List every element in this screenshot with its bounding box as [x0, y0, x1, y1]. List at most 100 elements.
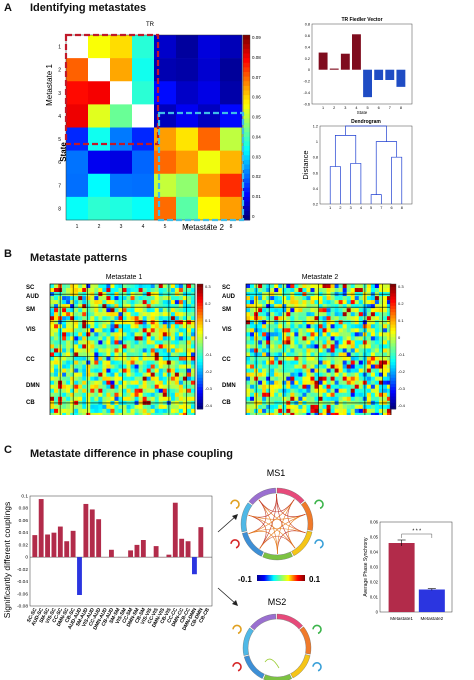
pattern-cell	[50, 388, 55, 393]
pattern-cell	[306, 300, 311, 305]
pattern-cell	[86, 404, 91, 410]
fiedler-title: TR Fiedler Vector	[341, 17, 382, 23]
pattern-cell	[86, 324, 91, 329]
pattern-cell	[174, 320, 180, 325]
pattern-cell	[62, 332, 67, 337]
pattern-cell	[378, 312, 384, 317]
pattern-cell	[314, 356, 319, 361]
pattern-cell	[366, 372, 372, 377]
pattern-cell	[98, 332, 103, 337]
pattern-cell	[154, 296, 159, 301]
pattern-cell	[318, 344, 323, 349]
pattern-cell	[342, 360, 347, 365]
network-label-right: AUD	[222, 294, 236, 300]
pattern-cell	[298, 320, 303, 325]
pattern-cell	[102, 300, 107, 305]
pattern-cell	[354, 364, 359, 369]
pattern-cell	[330, 372, 335, 377]
avg-ytick: 0.03	[370, 565, 379, 570]
pattern-cell	[274, 380, 279, 385]
pattern-cell	[150, 296, 155, 301]
pattern-cell	[102, 308, 107, 313]
pattern-cell	[278, 332, 283, 337]
pattern-cell	[142, 404, 147, 410]
pattern-cell	[246, 372, 251, 377]
pattern-cell	[378, 288, 384, 293]
pattern-cell	[346, 376, 351, 381]
metastate1-box	[64, 33, 160, 146]
pattern-cell	[258, 304, 263, 309]
pattern-cell	[274, 332, 279, 337]
pattern-cell	[358, 360, 364, 365]
pattern-cell	[306, 372, 311, 377]
pattern-cell	[354, 360, 359, 365]
pattern-cell	[146, 376, 151, 381]
pattern-cell	[298, 388, 303, 393]
pattern-cell	[350, 296, 355, 301]
pattern-cell	[138, 304, 143, 309]
pattern-cell	[90, 288, 95, 293]
pattern-cell	[106, 368, 111, 373]
pattern-cell	[382, 360, 388, 365]
pattern-cell	[346, 408, 351, 414]
metastate1-label: Metastate 1	[45, 64, 54, 106]
pattern-cell	[302, 356, 307, 361]
pattern-cell	[358, 356, 364, 361]
pattern-cell	[102, 360, 107, 365]
pattern-cell	[302, 368, 307, 373]
pattern-cell	[354, 344, 359, 349]
pattern-cell	[146, 340, 151, 345]
pattern-cell	[158, 312, 163, 317]
pattern-cell	[310, 404, 315, 410]
pattern-cell	[330, 288, 335, 293]
metastate2-box	[157, 111, 245, 222]
pattern-cell	[302, 412, 307, 415]
pattern-cell	[334, 404, 339, 410]
pattern-cell	[298, 412, 303, 415]
ring-segment	[243, 655, 265, 679]
pattern-cell	[378, 324, 384, 329]
pattern-cell	[382, 312, 388, 317]
pattern-cell	[258, 332, 263, 337]
pattern-cell	[350, 396, 355, 402]
coupling-bar	[172, 502, 178, 558]
pattern-cell	[170, 312, 176, 317]
pattern-cell	[366, 300, 372, 305]
pattern-cell	[286, 296, 291, 301]
panel-b-title: Metastate patterns	[30, 252, 128, 264]
pattern-cell	[154, 336, 159, 341]
pattern-cell	[306, 308, 311, 313]
pattern-cell	[98, 312, 103, 317]
pattern-cell	[274, 296, 279, 301]
pattern-cell	[302, 312, 307, 317]
pattern-cell	[310, 396, 315, 402]
pattern-cell	[186, 288, 192, 293]
pattern-cell	[134, 352, 139, 357]
pattern-cell	[266, 340, 271, 345]
pattern-cell	[290, 320, 295, 325]
pattern-cell	[122, 352, 127, 357]
pattern-cell	[286, 320, 291, 325]
pattern-cell	[154, 316, 159, 321]
pattern-cell	[150, 344, 155, 349]
pattern-cell	[122, 288, 127, 293]
pattern-cell	[110, 320, 115, 325]
pattern-cell	[250, 296, 255, 301]
pattern-cell	[106, 372, 111, 377]
pattern-cell	[330, 392, 335, 397]
pattern-cell	[174, 412, 180, 415]
pattern-cell	[70, 332, 75, 337]
pattern-cell	[126, 404, 131, 410]
dendrogram-ylabel: Distance	[301, 150, 310, 179]
dendrogram-leaf-label: 2	[339, 206, 341, 210]
pattern-cell	[370, 340, 376, 345]
pattern-cell	[106, 360, 111, 365]
pattern-cell	[350, 380, 355, 385]
pattern-cell	[334, 344, 339, 349]
pattern-cell	[54, 348, 59, 353]
matrix-cell	[154, 81, 177, 105]
pattern-cell	[186, 328, 192, 333]
pattern-cell	[354, 376, 359, 381]
pattern-cell	[350, 316, 355, 321]
pattern-cell	[298, 404, 303, 410]
